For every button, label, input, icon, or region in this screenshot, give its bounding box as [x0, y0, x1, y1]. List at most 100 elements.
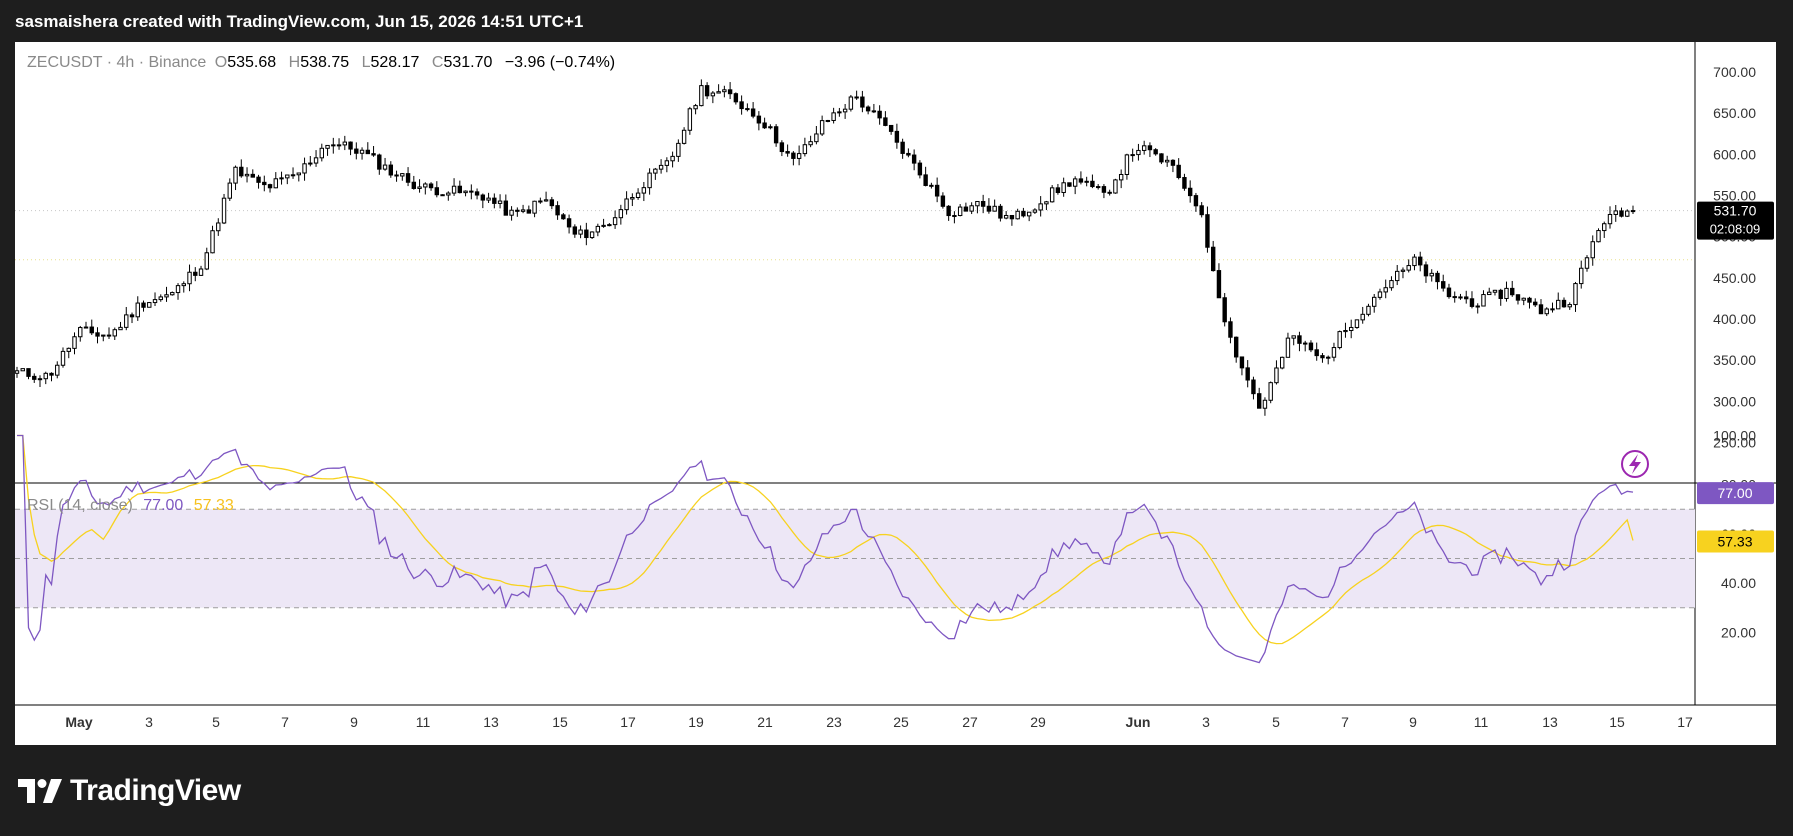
chart-area[interactable]: 700.00650.00600.00550.00500.00450.00400.… — [15, 42, 1776, 745]
candle — [1510, 280, 1515, 297]
candle-body — [262, 181, 267, 186]
candle — [388, 161, 394, 178]
low-label: L — [361, 54, 371, 71]
candle — [572, 224, 578, 238]
header-text: sasmaishera created with TradingView.com… — [15, 12, 584, 31]
candle — [308, 155, 313, 167]
candle-body — [1026, 211, 1032, 217]
time-tick-label: 15 — [1609, 714, 1625, 730]
candle — [1625, 209, 1630, 218]
close-label: C — [431, 54, 444, 71]
time-tick-label: 25 — [893, 714, 909, 730]
candle-body — [210, 230, 215, 254]
candle — [1314, 342, 1319, 361]
candle — [400, 173, 405, 181]
candle — [894, 123, 900, 149]
candle — [641, 181, 647, 202]
candle-body — [1170, 159, 1176, 166]
candle-body — [106, 334, 112, 337]
candle — [1141, 140, 1147, 155]
rsi-ma-tag-label: 57.33 — [1717, 533, 1752, 549]
candle-body — [112, 329, 117, 337]
candle-body — [1164, 159, 1170, 163]
tradingview-logo[interactable]: TradingView — [18, 773, 241, 809]
candle-body — [26, 368, 31, 377]
candle — [952, 211, 957, 224]
candle — [1222, 293, 1227, 327]
candle-body — [124, 314, 129, 328]
candle — [653, 167, 658, 180]
candle — [440, 194, 445, 197]
candle — [917, 160, 923, 179]
candle-body — [1475, 305, 1480, 308]
candle-body — [1130, 154, 1135, 157]
candle — [693, 103, 698, 115]
candle — [779, 140, 785, 157]
candle-body — [1590, 241, 1595, 259]
candle — [1498, 288, 1503, 306]
price-tick-label: 650.00 — [1713, 105, 1756, 121]
candle — [382, 157, 388, 171]
symbol-label[interactable]: ZECUSDT · 4h · Binance — [27, 54, 207, 71]
time-tick-label: 11 — [1474, 714, 1489, 730]
candle — [1596, 228, 1601, 243]
candle — [555, 201, 560, 220]
candle — [451, 178, 457, 196]
candle — [566, 214, 572, 234]
candle-body — [1279, 356, 1285, 369]
candle — [313, 150, 319, 167]
candle — [1423, 261, 1429, 283]
candle — [78, 325, 83, 342]
candle-body — [1055, 187, 1061, 194]
candle-body — [382, 164, 388, 170]
candle — [1331, 342, 1337, 362]
chart-svg[interactable]: 700.00650.00600.00550.00500.00450.00400.… — [15, 42, 1776, 745]
candle — [1389, 276, 1394, 291]
candle — [538, 197, 543, 204]
candle — [1113, 178, 1118, 194]
candle-body — [244, 173, 250, 177]
rsi-label[interactable]: RSI (14, close) — [27, 497, 133, 514]
candle-body — [877, 110, 882, 119]
candle-body — [1124, 154, 1130, 175]
candle-body — [1492, 289, 1498, 293]
candle-body — [923, 174, 928, 186]
candle — [319, 143, 324, 162]
rsi-legend: RSI (14, close) 77.00 57.33 — [27, 497, 234, 515]
candle — [135, 296, 140, 321]
candle-body — [394, 174, 399, 177]
candle — [1032, 208, 1038, 214]
candle-body — [549, 199, 555, 207]
candle — [1602, 221, 1607, 238]
time-tick-label: 7 — [281, 714, 289, 730]
candle — [198, 265, 204, 276]
candle-body — [555, 205, 560, 216]
candle — [848, 94, 854, 112]
candle-body — [969, 205, 974, 212]
candle — [543, 191, 549, 202]
time-tick-label: May — [65, 714, 92, 730]
candle — [819, 115, 825, 137]
candle-body — [1222, 297, 1227, 323]
candle-body — [520, 209, 526, 212]
candle-body — [848, 96, 854, 110]
candle — [262, 175, 267, 192]
header-bar: sasmaishera created with TradingView.com… — [0, 0, 1793, 42]
candle — [43, 371, 48, 385]
candle-body — [1141, 145, 1147, 151]
candle — [1279, 356, 1285, 370]
candle — [768, 124, 773, 130]
candle-body — [1412, 256, 1417, 267]
candle — [285, 174, 290, 185]
candle-body — [750, 108, 756, 117]
candle-body — [1015, 210, 1020, 220]
candle-body — [1400, 269, 1406, 272]
candle — [1147, 142, 1153, 158]
candle-body — [1372, 296, 1377, 307]
candle-body — [428, 183, 434, 189]
candle — [1003, 211, 1009, 220]
lightning-icon[interactable] — [1621, 450, 1649, 478]
candle-body — [957, 206, 963, 217]
candle-body — [1147, 145, 1153, 151]
candle-body — [1435, 272, 1440, 283]
